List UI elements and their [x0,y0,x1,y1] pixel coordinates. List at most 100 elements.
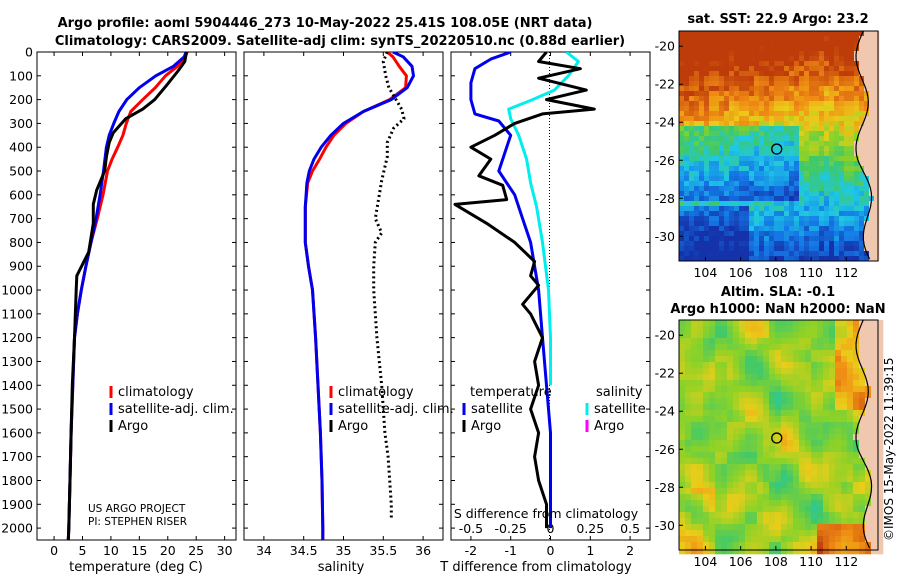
x-tick-label: 5 [79,543,87,558]
map-cell [757,332,764,339]
map-cell [704,156,710,162]
map-cell [799,101,805,107]
map-cell [877,380,884,387]
map-cell [819,66,825,72]
map-cell [784,211,790,217]
map-cell [804,36,810,42]
map-cell [829,434,836,441]
map-cell [829,71,835,77]
map-cell [871,482,878,489]
map-cell [814,166,820,172]
map-cell [844,196,850,202]
map-cell [684,256,690,262]
map-cell [734,151,740,157]
map-cell [684,46,690,52]
map-cell [839,31,845,37]
map-cell [839,81,845,87]
map-cell [809,121,815,127]
map-cell [844,126,850,132]
map-cell [784,206,790,212]
map-cell [814,191,820,197]
map-cell [794,181,800,187]
map-cell [739,181,745,187]
map-cell [864,46,870,52]
map-cell [799,380,806,387]
series-line-argo [66,52,188,540]
map-cell [719,71,725,77]
map-cell [859,41,865,47]
map-cell [865,434,872,441]
map-cell [869,231,875,237]
map-cell [853,320,860,327]
map-cell [847,488,854,495]
map-cell [679,86,685,92]
map-cell [829,246,835,252]
map-cell [787,338,794,345]
map-cell [799,350,806,357]
map-cell [764,146,770,152]
map-cell [841,524,848,531]
map-cell [847,530,854,537]
map-cell [699,46,705,52]
map-cell [781,524,788,531]
map-cell [757,494,764,501]
map-cell [691,482,698,489]
map-cell [684,96,690,102]
map-cell [804,106,810,112]
map-cell [841,512,848,519]
map-cell [694,151,700,157]
map-cell [684,166,690,172]
map-cell [679,116,685,122]
map-cell [719,166,725,172]
map-cell [697,374,704,381]
map-cell [874,96,880,102]
map-cell [805,440,812,447]
map-cell [835,494,842,501]
map-cell [751,440,758,447]
map-cell [811,476,818,483]
map-cell [824,206,830,212]
map-cell [709,201,715,207]
map-cell [703,344,710,351]
map-cell [724,251,730,257]
map-cell [709,482,716,489]
map-cell [714,216,720,222]
map-cell [685,458,692,465]
map-cell [749,176,755,182]
map-cell [794,221,800,227]
map-cell [809,176,815,182]
map-cell [823,374,830,381]
map-cell [874,161,880,167]
map-cell [697,380,704,387]
map-cell [847,356,854,363]
map-cell [749,256,755,262]
map-cell [811,452,818,459]
map-cell [739,452,746,459]
map-cell [794,76,800,82]
map-cell [849,161,855,167]
map-cell [847,332,854,339]
map-cell [709,398,716,405]
map-cell [819,56,825,62]
map-cell [869,51,875,57]
map-cell [864,221,870,227]
map-cell [811,464,818,471]
map-cell [764,106,770,112]
map-cell [834,176,840,182]
map-cell [745,362,752,369]
map-cell [739,61,745,67]
map-cell [745,530,752,537]
map-cell [854,256,860,262]
map-cell [794,111,800,117]
map-cell [874,136,880,142]
map-cell [823,446,830,453]
map-cell [739,176,745,182]
map-cell [794,186,800,192]
map-cell [789,91,795,97]
map-cell [699,56,705,62]
map-cell [805,518,812,525]
map-cell [811,434,818,441]
map-cell [744,241,750,247]
argo-location-marker [771,143,783,155]
map-cell [841,386,848,393]
